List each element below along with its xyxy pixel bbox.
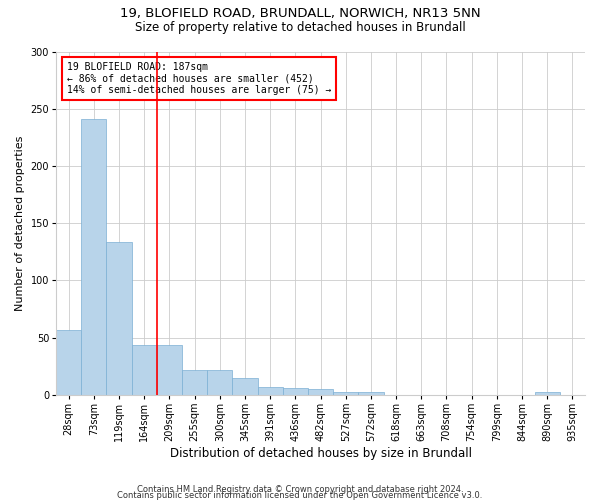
Bar [308,390,333,395]
Bar [82,119,106,395]
Bar [157,344,182,395]
Bar [232,378,257,395]
Bar [358,392,383,395]
Y-axis label: Number of detached properties: Number of detached properties [15,136,25,311]
Bar [333,392,358,395]
Text: Contains public sector information licensed under the Open Government Licence v3: Contains public sector information licen… [118,490,482,500]
Bar [56,330,82,395]
Bar [283,388,308,395]
Text: Contains HM Land Registry data © Crown copyright and database right 2024.: Contains HM Land Registry data © Crown c… [137,484,463,494]
Text: 19, BLOFIELD ROAD, BRUNDALL, NORWICH, NR13 5NN: 19, BLOFIELD ROAD, BRUNDALL, NORWICH, NR… [119,8,481,20]
Bar [535,392,560,395]
Bar [182,370,207,395]
Bar [131,344,157,395]
Text: Size of property relative to detached houses in Brundall: Size of property relative to detached ho… [134,21,466,34]
Bar [207,370,232,395]
Bar [106,242,131,395]
Bar [257,387,283,395]
X-axis label: Distribution of detached houses by size in Brundall: Distribution of detached houses by size … [170,447,472,460]
Text: 19 BLOFIELD ROAD: 187sqm
← 86% of detached houses are smaller (452)
14% of semi-: 19 BLOFIELD ROAD: 187sqm ← 86% of detach… [67,62,331,95]
